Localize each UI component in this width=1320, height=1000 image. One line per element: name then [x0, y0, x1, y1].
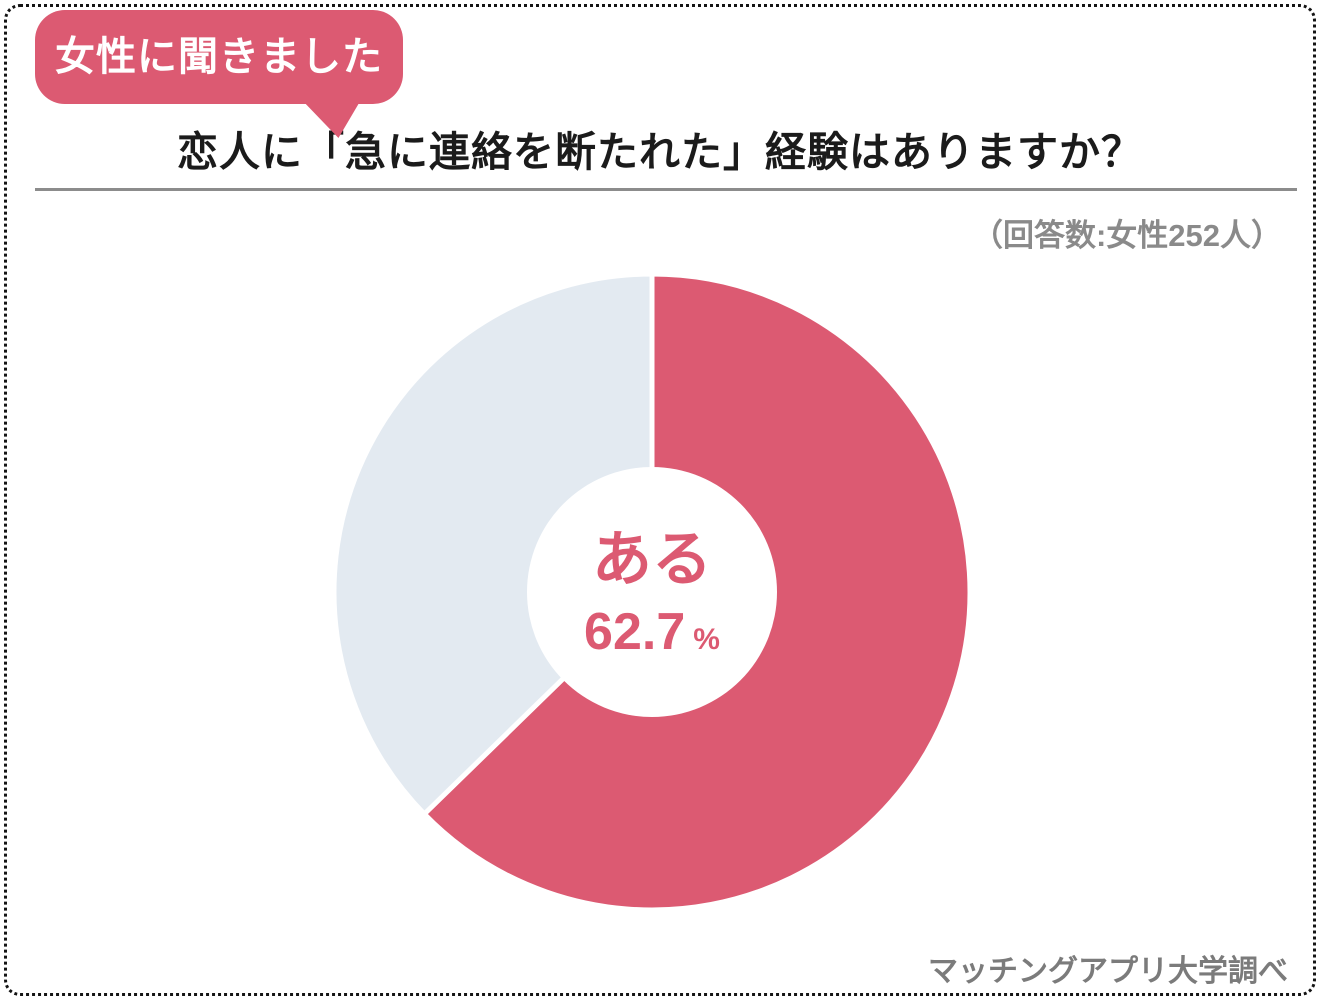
- question-badge: 女性に聞きました: [35, 10, 403, 104]
- donut-slice-segment-1: [331, 271, 655, 817]
- title-divider: [35, 188, 1297, 191]
- donut-chart-svg: [331, 271, 973, 913]
- page-title: 恋人に「急に連絡を断たれた」経験はありますか？: [177, 129, 1143, 175]
- donut-chart: ある 62.7 %: [322, 262, 982, 922]
- question-badge-label: 女性に聞きました: [55, 35, 383, 79]
- donut-hole: [527, 467, 777, 717]
- source-note: マッチングアプリ大学調べ: [928, 955, 1288, 988]
- respondents-note: （回答数:女性252人）: [971, 218, 1282, 253]
